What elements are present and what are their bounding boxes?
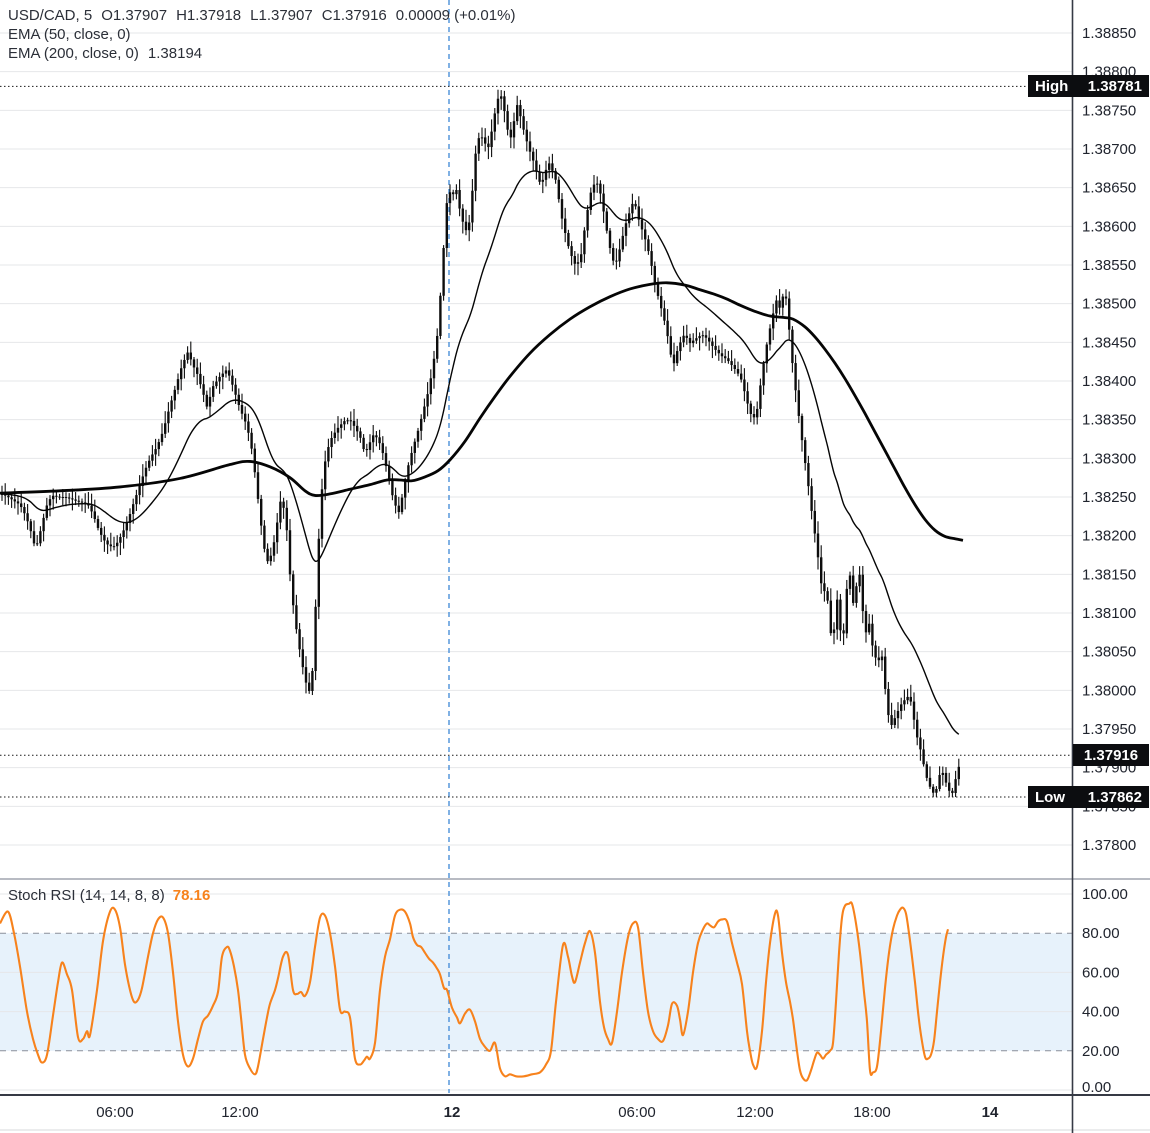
high-word: High bbox=[1035, 77, 1069, 95]
candles bbox=[0, 89, 960, 798]
svg-text:80.00: 80.00 bbox=[1082, 925, 1120, 942]
ema50-line bbox=[1, 170, 960, 735]
stoch-rsi-line bbox=[0, 901, 950, 1082]
time-tick-06:00: 06:00 bbox=[96, 1104, 134, 1121]
svg-text:20.00: 20.00 bbox=[1082, 1043, 1120, 1060]
svg-text:1.38700: 1.38700 bbox=[1082, 141, 1136, 158]
high-price-label: High 1.38781 bbox=[1028, 75, 1149, 98]
svg-text:1.38650: 1.38650 bbox=[1082, 180, 1136, 197]
svg-text:1.38750: 1.38750 bbox=[1082, 102, 1136, 119]
stoch-rsi-value: 78.16 bbox=[172, 887, 211, 904]
svg-text:1.38600: 1.38600 bbox=[1082, 218, 1136, 235]
price-axis[interactable] bbox=[1073, 0, 1150, 1093]
last-price-label: 1.37916 bbox=[1073, 744, 1149, 767]
time-axis-labels: 06:00 12:00 12 06:00 12:00 18:00 14 bbox=[96, 1104, 999, 1121]
time-tick-12:00: 12:00 bbox=[736, 1104, 774, 1121]
time-axis[interactable] bbox=[0, 1096, 1073, 1133]
ohlc-close: C1.37916 bbox=[321, 7, 387, 24]
time-tick-18:00: 18:00 bbox=[853, 1104, 891, 1121]
stoch-rsi-title: Stoch RSI (14, 14, 8, 8) bbox=[8, 887, 165, 904]
svg-text:60.00: 60.00 bbox=[1082, 964, 1120, 981]
ema200-legend-row[interactable]: EMA (200, close, 0) 1.38194 bbox=[8, 44, 524, 63]
svg-text:1.38400: 1.38400 bbox=[1082, 373, 1136, 390]
low-price-label: Low 1.37862 bbox=[1028, 786, 1149, 809]
svg-text:1.38050: 1.38050 bbox=[1082, 644, 1136, 661]
price-axis-labels: 1.388501.388001.387501.387001.386501.386… bbox=[1082, 25, 1136, 854]
time-tick-06:00: 06:00 bbox=[618, 1104, 656, 1121]
main-legend: USD/CAD, 5 O1.37907 H1.37918 L1.37907 C1.379… bbox=[8, 6, 524, 63]
svg-text:1.38100: 1.38100 bbox=[1082, 605, 1136, 622]
ema50-legend-row[interactable]: EMA (50, close, 0) bbox=[8, 25, 524, 44]
svg-text:1.38000: 1.38000 bbox=[1082, 682, 1136, 699]
ema200-value: 1.38194 bbox=[147, 45, 203, 62]
stoch-axis-labels: 100.00 80.00 60.00 40.00 20.00 0.00 bbox=[1082, 886, 1128, 1096]
svg-text:1.38150: 1.38150 bbox=[1082, 566, 1136, 583]
low-word: Low bbox=[1035, 788, 1065, 806]
ema200-label: EMA (200, close, 0) bbox=[8, 45, 139, 62]
ema200-line bbox=[0, 281, 964, 542]
time-tick-12: 12 bbox=[444, 1104, 461, 1121]
stoch-gridlines bbox=[0, 893, 1072, 1091]
svg-text:1.38450: 1.38450 bbox=[1082, 334, 1136, 351]
svg-text:1.37950: 1.37950 bbox=[1082, 721, 1136, 738]
svg-text:1.38350: 1.38350 bbox=[1082, 412, 1136, 429]
high-value: 1.38781 bbox=[1087, 77, 1142, 95]
ohlc-open: O1.37907 bbox=[101, 7, 168, 24]
svg-text:0.00: 0.00 bbox=[1082, 1079, 1111, 1096]
time-tick-12:00: 12:00 bbox=[221, 1104, 259, 1121]
ohlc-low: L1.37907 bbox=[250, 7, 313, 24]
svg-text:1.38200: 1.38200 bbox=[1082, 528, 1136, 545]
low-value: 1.37862 bbox=[1087, 788, 1142, 806]
svg-text:1.38300: 1.38300 bbox=[1082, 450, 1136, 467]
ohlc-high: H1.37918 bbox=[176, 7, 242, 24]
ohlc-change: 0.00009 (+0.01%) bbox=[395, 7, 516, 24]
ema50-label: EMA (50, close, 0) bbox=[8, 26, 131, 43]
svg-text:40.00: 40.00 bbox=[1082, 1004, 1120, 1021]
svg-text:1.38500: 1.38500 bbox=[1082, 296, 1136, 313]
time-tick-14: 14 bbox=[982, 1104, 999, 1121]
symbol-title: USD/CAD, 5 bbox=[8, 7, 93, 24]
last-value: 1.37916 bbox=[1083, 746, 1139, 764]
symbol-legend-row[interactable]: USD/CAD, 5 O1.37907 H1.37918 L1.37907 C1.379… bbox=[8, 6, 524, 25]
svg-text:100.00: 100.00 bbox=[1082, 886, 1128, 903]
svg-text:1.38550: 1.38550 bbox=[1082, 257, 1136, 274]
svg-text:1.38850: 1.38850 bbox=[1082, 25, 1136, 42]
svg-text:1.37800: 1.37800 bbox=[1082, 837, 1136, 854]
stoch-rsi-legend[interactable]: Stoch RSI (14, 14, 8, 8) 78.16 bbox=[8, 887, 210, 904]
price-level-lines bbox=[0, 85, 1072, 798]
svg-text:1.38250: 1.38250 bbox=[1082, 489, 1136, 506]
